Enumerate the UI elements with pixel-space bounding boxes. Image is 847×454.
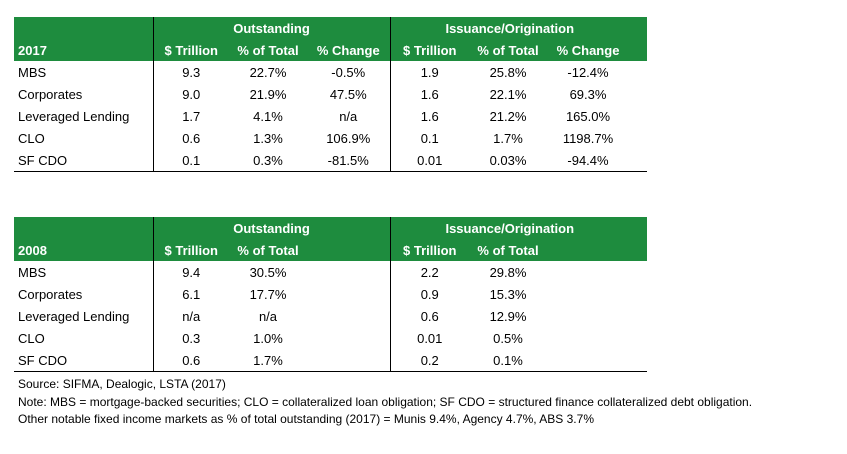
table-cell: n/a [152,305,229,327]
row-label: CLO [18,130,45,146]
column-header: % of Total [229,39,307,61]
row-label: MBS [18,64,47,80]
group-header-issuance: Issuance/Origination [389,217,629,239]
column-header: % of Total [229,239,307,261]
table-row: MBS 9.4 30.5% 2.2 29.8% [14,261,647,283]
table-2008: Outstanding Issuance/Origination 2008 $ … [14,217,647,372]
table-cell: n/a [339,108,358,124]
table-cell: 47.5% [329,86,367,102]
table-cell: 0.01 [389,149,469,172]
table-cell: 0.5% [493,330,523,346]
other-markets-note: Other notable fixed income markets as % … [18,412,594,426]
column-header: $ Trillion [389,39,469,61]
row-label: SF CDO [14,349,153,372]
row-label: MBS [18,264,47,280]
table-row: Corporates 9.0 21.9% 47.5% 1.6 22.1% 69.… [14,83,647,105]
table-2017: Outstanding Issuance/Origination 2017 $ … [14,17,647,172]
table-cell: 2.2 [389,261,469,283]
table-row: CLO 0.6 1.3% 106.9% 0.1 1.7% 1198.7% [14,127,647,149]
table-cell: 0.3 [152,327,229,349]
table-cell: 25.8% [489,64,527,80]
table-cell: 17.7% [249,286,287,302]
table-cell: 22.7% [249,64,287,80]
table-cell: 165.0% [565,108,611,124]
table-cell: 12.9% [489,308,527,324]
table-cell: 69.3% [569,86,607,102]
table-cell: 21.9% [249,86,287,102]
table-row: SF CDO 0.6 1.7% 0.2 0.1% [14,349,647,372]
table-cell: 0.6 [152,349,229,372]
abbreviations-note: Note: MBS = mortgage-backed securities; … [18,395,753,409]
row-label: Leveraged Lending [18,308,130,324]
table-cell: 0.3% [229,149,307,172]
table-cell: -94.4% [547,149,629,172]
row-label: Leveraged Lending [18,108,130,124]
table-cell: 0.6 [152,127,229,149]
column-header: % of Total [469,39,547,61]
table-cell: 0.9 [389,283,469,305]
table-cell: 1.7% [493,130,523,146]
table-row: Corporates 6.1 17.7% 0.9 15.3% [14,283,647,305]
column-header: % Change [547,39,629,61]
table-cell: -81.5% [307,149,390,172]
row-label: SF CDO [14,149,153,172]
source-note: Source: SIFMA, Dealogic, LSTA (2017) [18,377,226,391]
table-cell: 4.1% [253,108,283,124]
table-cell: 1.6 [389,83,469,105]
group-header-outstanding: Outstanding [152,217,390,239]
header-row-groups: Outstanding Issuance/Origination [14,217,647,239]
table-cell: 1.7 [152,105,229,127]
table-cell: 30.5% [249,264,287,280]
table-cell: 22.1% [489,86,527,102]
table-cell: 29.8% [489,264,527,280]
table-row: CLO 0.3 1.0% 0.01 0.5% [14,327,647,349]
table-cell: 0.03% [469,149,547,172]
table-cell: 0.01 [389,327,469,349]
table-cell: 0.6 [389,305,469,327]
table-cell: 0.1 [152,149,229,172]
table-cell: n/a [258,308,278,324]
group-header-issuance: Issuance/Origination [389,17,629,39]
table-cell: 1.6 [389,105,469,127]
column-header: $ Trillion [152,239,229,261]
table-row: Leveraged Lending 1.7 4.1% n/a 1.6 21.2%… [14,105,647,127]
table-cell: 6.1 [152,283,229,305]
year-label: 2008 [14,239,153,261]
table-cell: 9.4 [152,261,229,283]
table-cell: -0.5% [331,64,366,80]
table-cell: 106.9% [326,130,371,146]
table-cell: 1.7% [229,349,307,372]
table-row: MBS 9.3 22.7% -0.5% 1.9 25.8% -12.4% [14,61,647,83]
table-cell: 0.2 [389,349,469,372]
column-header: $ Trillion [389,239,469,261]
table-cell: 15.3% [489,286,527,302]
year-label: 2017 [14,39,153,61]
table-cell: 1.0% [253,330,283,346]
table-cell: 0.1% [469,349,547,372]
row-label: CLO [18,330,45,346]
row-label: Corporates [18,286,83,302]
table-cell: 21.2% [489,108,527,124]
column-header: $ Trillion [152,39,229,61]
header-row-groups: Outstanding Issuance/Origination [14,17,647,39]
column-header: % of Total [469,239,547,261]
table-cell: 9.3 [152,61,229,83]
table-cell: 0.1 [389,127,469,149]
header-row-columns: 2008 $ Trillion % of Total $ Trillion % … [14,239,647,261]
row-label: Corporates [18,86,83,102]
header-row-columns: 2017 $ Trillion % of Total % Change $ Tr… [14,39,647,61]
column-header: % Change [307,39,390,61]
table-cell: -12.4% [567,64,609,80]
table-cell: 1.3% [253,130,283,146]
table-cell: 1.9 [389,61,469,83]
table-row: SF CDO 0.1 0.3% -81.5% 0.01 0.03% -94.4% [14,149,647,172]
table-cell: 9.0 [152,83,229,105]
group-header-outstanding: Outstanding [152,17,390,39]
table-cell: 1198.7% [562,130,614,146]
table-row: Leveraged Lending n/a n/a 0.6 12.9% [14,305,647,327]
